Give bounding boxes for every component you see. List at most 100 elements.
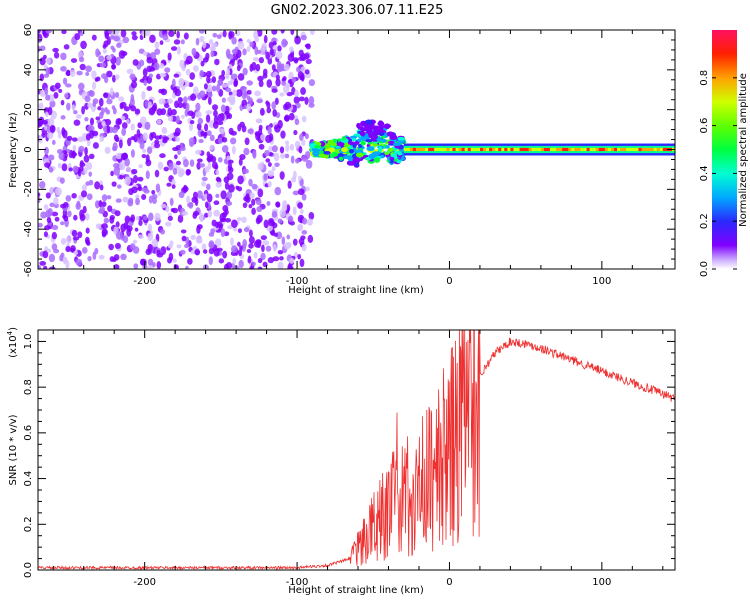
spectrogram-noise-cell — [258, 143, 265, 150]
spectrogram-line-cell — [467, 147, 471, 152]
spectrogram-line-cell — [409, 147, 414, 152]
spectrogram-noise-cell — [170, 46, 178, 51]
spectrogram-noise-cell — [298, 146, 303, 154]
spectrogram-noise-cell — [133, 263, 139, 269]
spectrogram-noise-cell — [266, 107, 272, 114]
spectrogram-noise-cell — [177, 97, 183, 103]
spectrogram-noise-cell — [280, 30, 285, 34]
spectrogram-noise-cell — [233, 265, 240, 269]
spectrogram-noise-cell — [201, 181, 207, 187]
spectrogram-noise-cell — [190, 249, 196, 255]
spectrogram-noise-cell — [160, 229, 166, 235]
spectrogram-line-cell — [516, 147, 520, 152]
spectrogram-noise-cell — [71, 104, 76, 112]
spectrogram-noise-cell — [51, 211, 59, 217]
spectrogram-noise-cell — [163, 166, 169, 172]
spectrogram-noise-cell — [42, 250, 49, 259]
spectrogram-noise-cell — [38, 222, 43, 228]
spectrogram-line-cell — [610, 147, 615, 152]
spectrogram-onset-cell — [366, 146, 375, 152]
spectrogram-noise-cell — [228, 30, 233, 40]
spectrogram-noise-cell — [271, 88, 278, 93]
spectrogram-noise-cell — [149, 34, 156, 43]
spectrogram-xtick-label: -200 — [133, 276, 156, 287]
spectrogram-noise-cell — [72, 236, 80, 241]
spectrogram-noise-cell — [257, 75, 264, 82]
spectrogram-noise-cell — [246, 89, 252, 95]
spectrogram-noise-cell — [106, 98, 113, 105]
spectrogram-noise-cell — [277, 63, 284, 72]
spectrogram-noise-cell — [62, 129, 68, 139]
spectrogram-noise-cell — [60, 237, 67, 245]
spectrogram-noise-cell — [65, 246, 71, 253]
spectrogram-noise-cell — [238, 158, 243, 166]
spectrogram-noise-cell — [230, 73, 238, 80]
spectrogram-noise-cell — [64, 93, 69, 99]
spectrogram-noise-cell — [207, 96, 212, 105]
spectrogram-noise-cell — [219, 217, 227, 222]
spectrogram-noise-cell — [219, 112, 225, 122]
spectrogram-noise-cell — [248, 97, 254, 106]
spectrogram-noise-cell — [297, 223, 304, 231]
spectrogram-noise-cell — [38, 264, 42, 269]
spectrogram-noise-cell — [289, 143, 295, 151]
spectrogram-noise-cell — [134, 108, 141, 115]
spectrogram-noise-cell — [225, 87, 232, 93]
spectrogram-noise-cell — [61, 163, 68, 172]
spectrogram-noise-cell — [271, 166, 276, 172]
spectrogram-noise-cell — [44, 146, 49, 155]
spectrogram-noise-cell — [221, 69, 226, 77]
spectrogram-noise-cell — [134, 227, 139, 232]
svg-text:(x104): (x104) — [6, 327, 19, 358]
spectrogram-noise-cell — [124, 157, 130, 167]
spectrogram-noise-cell — [189, 72, 196, 80]
spectrogram-noise-cell — [45, 30, 52, 34]
spectrogram-noise-cell — [221, 83, 229, 88]
spectrogram-noise-cell — [294, 90, 299, 97]
spectrogram-noise-cell — [203, 83, 208, 90]
spectrogram-noise-cell — [63, 215, 69, 222]
spectrogram-noise-cell — [253, 251, 258, 259]
spectrogram-noise-cell — [300, 87, 306, 95]
spectrogram-line-cell — [525, 147, 529, 152]
spectrogram-ytick-label: -40 — [23, 221, 34, 237]
spectrogram-noise-cell — [76, 70, 83, 76]
snr-xlabel: Height of straight line (km) — [288, 585, 424, 596]
spectrogram-noise-cell — [255, 198, 262, 206]
spectrogram-noise-cell — [197, 117, 204, 125]
spectrogram-noise-cell — [129, 243, 136, 250]
spectrogram-noise-cell — [229, 137, 237, 145]
spectrogram-noise-cell — [147, 101, 152, 108]
spectrogram-noise-cell — [59, 254, 64, 262]
spectrogram-noise-cell — [301, 139, 306, 146]
spectrogram-noise-cell — [58, 88, 63, 94]
spectrogram-ytick-label: 60 — [23, 24, 34, 37]
spectrogram-noise-cell — [183, 96, 188, 104]
spectrogram-noise-cell — [268, 219, 275, 227]
spectrogram-noise-cell — [91, 81, 96, 90]
spectrogram-noise-cell — [98, 97, 104, 107]
spectrogram-noise-cell — [237, 123, 242, 132]
spectrogram-noise-cell — [101, 201, 107, 207]
spectrogram-noise-cell — [187, 257, 193, 265]
spectrogram-noise-cell — [108, 30, 113, 34]
spectrogram-noise-cell — [246, 45, 251, 53]
spectrogram-noise-cell — [83, 167, 88, 175]
spectrogram-noise-cell — [99, 184, 104, 191]
spectrogram-noise-cell — [302, 217, 308, 225]
spectrogram-noise-cell — [51, 139, 56, 145]
spectrogram-noise-cell — [174, 88, 182, 97]
spectrogram-line-cell — [434, 147, 438, 152]
spectrogram-line-cell — [589, 147, 593, 152]
spectrogram-onset-cell — [378, 129, 385, 133]
spectrogram-noise-cell — [193, 65, 199, 72]
spectrogram-noise-cell — [230, 58, 236, 63]
spectrogram-onset-cell — [319, 150, 324, 155]
spectrogram-onset-cell — [373, 135, 378, 139]
spectrogram-noise-cell — [49, 266, 56, 269]
spectrogram-noise-cell — [81, 184, 88, 192]
spectrogram-noise-cell — [71, 137, 78, 142]
spectrogram-noise-cell — [277, 45, 282, 52]
